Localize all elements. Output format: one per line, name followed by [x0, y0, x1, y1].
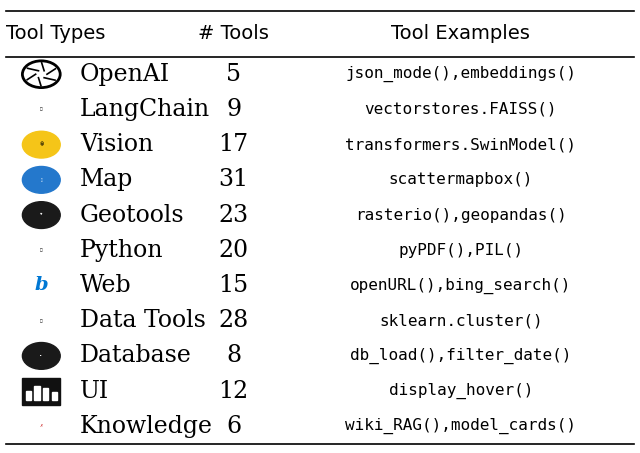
Text: Web: Web	[80, 274, 132, 297]
Text: sbl: sbl	[40, 356, 42, 357]
Text: 28: 28	[218, 309, 249, 332]
Text: Tool Types: Tool Types	[6, 24, 106, 43]
Text: 23: 23	[218, 203, 249, 226]
Text: 17: 17	[218, 133, 249, 156]
Text: Map: Map	[80, 169, 133, 191]
Text: # Tools: # Tools	[198, 24, 269, 43]
Text: openURL(),bing_search(): openURL(),bing_search()	[350, 277, 572, 294]
Text: 📍: 📍	[40, 178, 42, 182]
Text: 31: 31	[218, 169, 249, 191]
Text: 20: 20	[218, 239, 249, 262]
Text: LangChain: LangChain	[80, 98, 210, 121]
Text: wiki_RAG(),model_cards(): wiki_RAG(),model_cards()	[346, 418, 576, 434]
Text: Database: Database	[80, 344, 192, 367]
Text: Tool Examples: Tool Examples	[392, 24, 530, 43]
Text: Data Tools: Data Tools	[80, 309, 206, 332]
Text: db_load(),filter_date(): db_load(),filter_date()	[350, 348, 572, 364]
Bar	[26, 391, 31, 400]
Text: 😁: 😁	[39, 143, 44, 147]
Text: json_mode(),embeddings(): json_mode(),embeddings()	[346, 66, 576, 82]
Text: Python: Python	[80, 239, 163, 262]
Text: rasterio(),geopandas(): rasterio(),geopandas()	[355, 207, 566, 222]
Text: ♥: ♥	[40, 212, 42, 217]
Text: scattermapbox(): scattermapbox()	[388, 172, 533, 188]
Circle shape	[22, 167, 60, 193]
FancyBboxPatch shape	[22, 378, 60, 405]
Text: vectorstores.FAISS(): vectorstores.FAISS()	[365, 102, 557, 117]
Bar	[43, 388, 48, 400]
Bar	[35, 386, 40, 400]
Text: 🔗: 🔗	[40, 107, 42, 111]
Text: b: b	[35, 276, 48, 294]
Circle shape	[22, 342, 60, 369]
Text: UI: UI	[80, 380, 109, 403]
Text: 6: 6	[226, 415, 241, 438]
Text: 15: 15	[218, 274, 249, 297]
Text: Geotools: Geotools	[80, 203, 184, 226]
Text: transformers.SwinModel(): transformers.SwinModel()	[346, 137, 576, 152]
Text: display_hover(): display_hover()	[388, 383, 533, 399]
Text: 12: 12	[218, 380, 249, 403]
Text: 8: 8	[226, 344, 241, 367]
Text: sklearn.cluster(): sklearn.cluster()	[379, 313, 543, 328]
Text: 5: 5	[226, 63, 241, 86]
Circle shape	[22, 202, 60, 228]
Text: pyPDF(),PIL(): pyPDF(),PIL()	[398, 243, 524, 258]
Text: ✗: ✗	[40, 424, 43, 429]
Text: 🐍: 🐍	[40, 248, 42, 252]
Circle shape	[22, 131, 60, 158]
Text: 9: 9	[226, 98, 241, 121]
Text: OpenAI: OpenAI	[80, 63, 170, 86]
Text: 📊: 📊	[40, 319, 42, 323]
Text: Vision: Vision	[80, 133, 153, 156]
Text: Knowledge: Knowledge	[80, 415, 213, 438]
Bar	[52, 392, 57, 400]
